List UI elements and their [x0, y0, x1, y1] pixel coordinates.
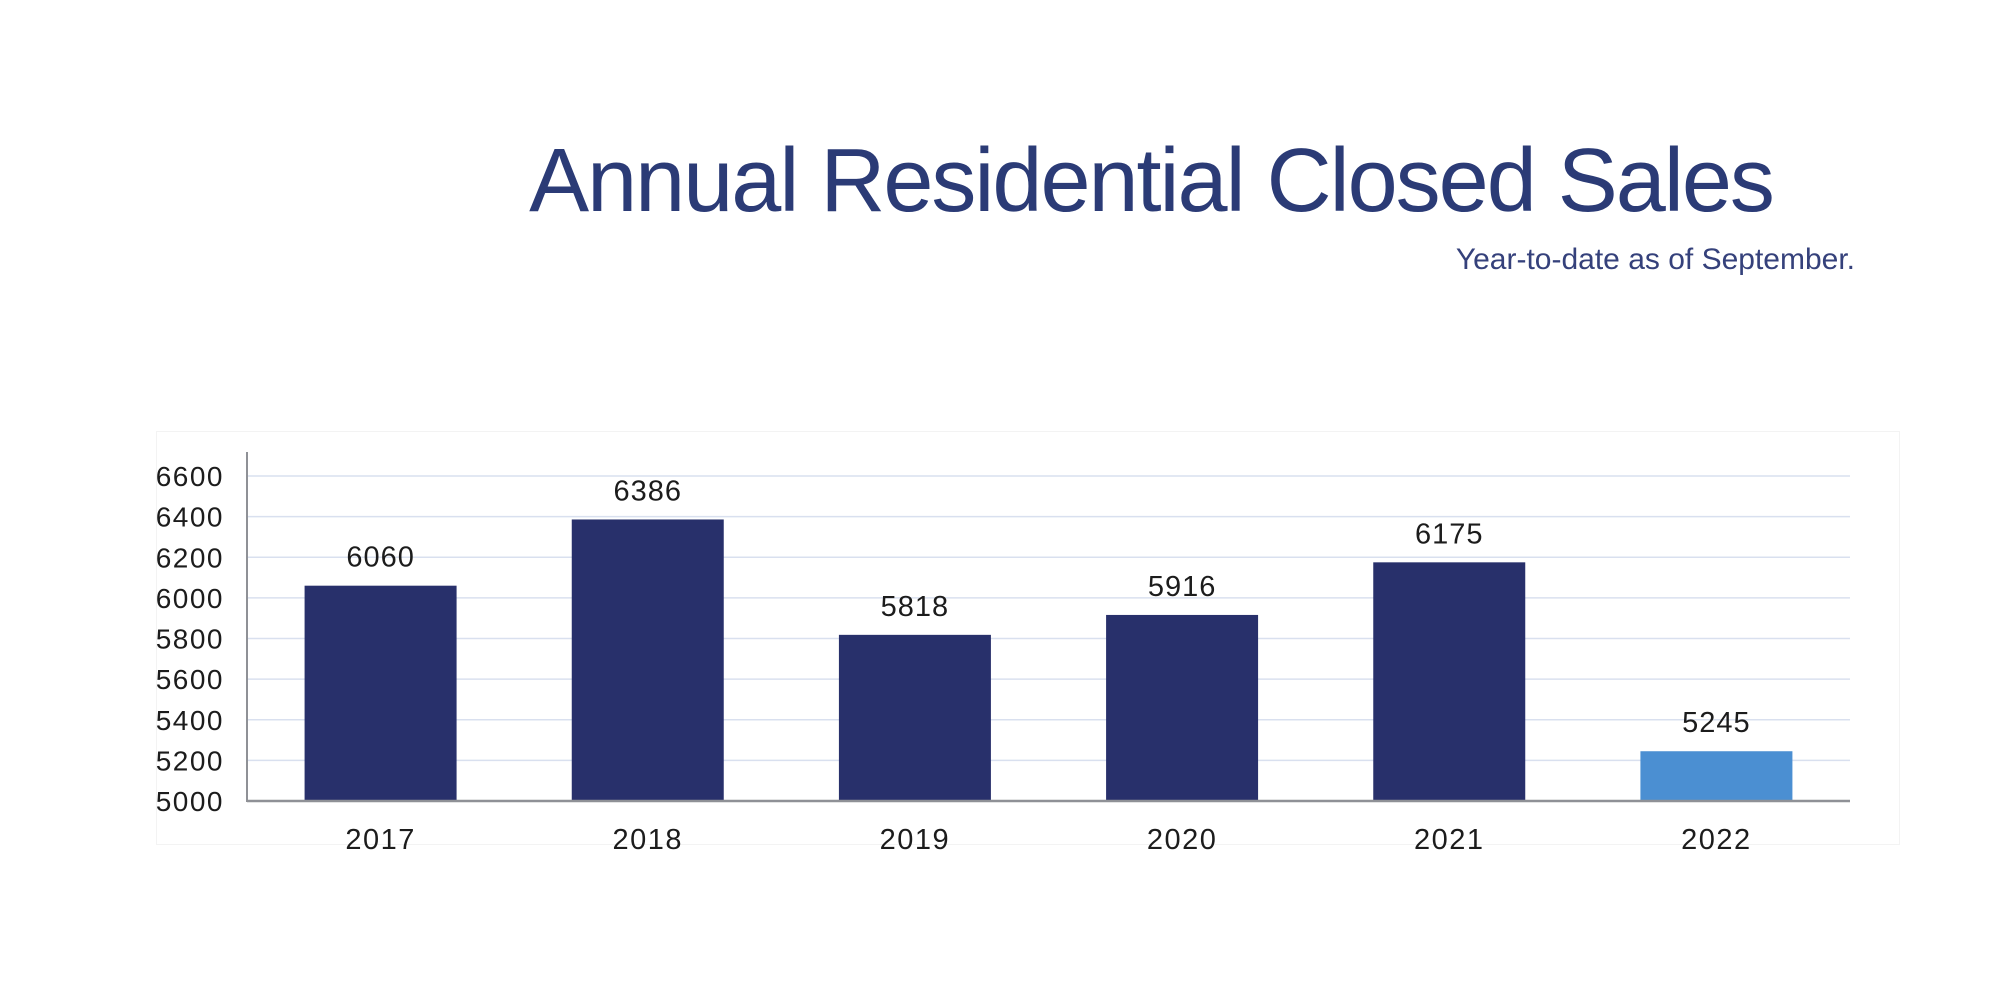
bar-2020 — [1106, 614, 1259, 801]
chart-frame — [156, 431, 1900, 845]
y-tick-label: 5000 — [156, 786, 224, 817]
bar-value-label: 5818 — [881, 591, 950, 623]
y-tick-label: 6200 — [156, 542, 224, 573]
y-tick-label: 5200 — [156, 745, 224, 776]
bar-value-label: 5916 — [1148, 571, 1217, 603]
y-tick-label: 6000 — [156, 583, 224, 614]
x-tick-label: 2017 — [345, 824, 416, 856]
x-tick-label: 2020 — [1147, 824, 1218, 856]
bar-2022 — [1640, 751, 1793, 801]
bar-value-label: 6386 — [613, 475, 682, 507]
x-tick-label: 2018 — [612, 824, 683, 856]
bar-2021 — [1373, 562, 1526, 801]
bar-2019 — [838, 634, 991, 801]
page-title: Annual Residential Closed Sales — [529, 131, 1775, 231]
bar-2017 — [304, 585, 457, 801]
y-tick-label: 5800 — [156, 624, 224, 655]
x-tick-label: 2019 — [880, 824, 951, 856]
y-tick-label: 5600 — [156, 664, 224, 695]
page-subtitle: Year-to-date as of September. — [1455, 243, 1855, 276]
bar-value-label: 6175 — [1415, 518, 1484, 550]
y-tick-label: 5400 — [156, 705, 224, 736]
x-tick-label: 2021 — [1414, 824, 1485, 856]
bar-2018 — [571, 519, 724, 801]
bar-value-label: 6060 — [346, 542, 415, 574]
y-tick-label: 6600 — [156, 461, 224, 492]
x-tick-label: 2022 — [1681, 824, 1752, 856]
y-tick-label: 6400 — [156, 502, 224, 533]
bar-value-label: 5245 — [1682, 707, 1751, 739]
